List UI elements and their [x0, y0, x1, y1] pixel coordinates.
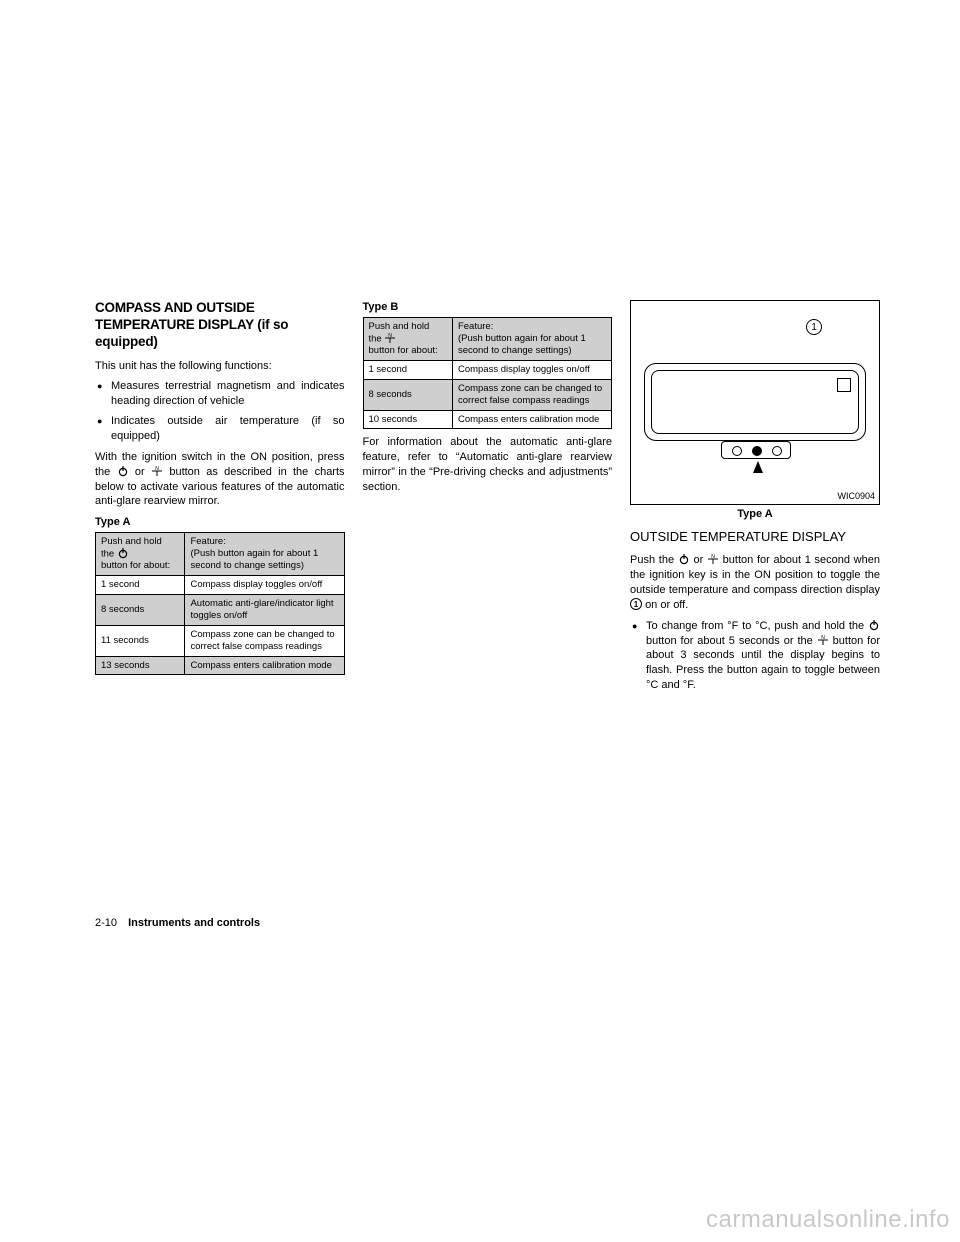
three-column-layout: COMPASS AND OUTSIDE TEMPERATURE DISPLAY …: [95, 300, 880, 699]
table-row: 8 secondsCompass zone can be changed to …: [363, 379, 612, 410]
circled-number: 1: [630, 598, 642, 610]
power-icon: [117, 465, 129, 477]
table-row: 11 secondsCompass zone can be changed to…: [96, 625, 345, 656]
intro-text: This unit has the following functions:: [95, 359, 345, 374]
power-icon: [868, 619, 880, 631]
text-fragment: the: [101, 548, 114, 559]
info-para: For information about the automatic anti…: [363, 435, 613, 494]
page-title: COMPASS AND OUTSIDE TEMPERATURE DISPLAY …: [95, 300, 345, 351]
cell: Compass zone can be changed to correct f…: [185, 625, 344, 656]
mirror-button: [772, 446, 782, 456]
text-fragment: (Push button again for about 1 second to…: [190, 548, 318, 571]
header-cell-right: Feature: (Push button again for about 1 …: [185, 533, 344, 576]
cell: 10 seconds: [363, 410, 452, 429]
text-fragment: or: [693, 554, 703, 566]
list-item: Indicates outside air temperature (if so…: [95, 414, 345, 444]
text-fragment: Feature:: [190, 536, 225, 547]
cell: Compass display toggles on/off: [185, 576, 344, 595]
cell: 8 seconds: [96, 595, 185, 626]
callout-number: 1: [806, 319, 822, 335]
table-type-b: Push and hold the N button for about: Fe…: [363, 317, 613, 430]
text-fragment: the: [369, 333, 382, 344]
text-fragment: To change from °F to °C, push and hold t…: [646, 620, 864, 632]
arrow-icon: [753, 461, 763, 473]
mirror-outline: [644, 363, 866, 441]
outside-temp-heading: OUTSIDE TEMPERATURE DISPLAY: [630, 528, 880, 546]
cell: 11 seconds: [96, 625, 185, 656]
text-fragment: Push the: [630, 554, 674, 566]
cell: Compass enters calibration mode: [185, 656, 344, 675]
cell: Compass zone can be changed to correct f…: [452, 379, 611, 410]
list-item: Measures terrestrial magnetism and indic…: [95, 379, 345, 409]
text-fragment: Push and hold: [369, 321, 430, 332]
change-list: To change from °F to °C, push and hold t…: [630, 619, 880, 693]
text-fragment: or: [135, 466, 145, 478]
cell: Compass display toggles on/off: [452, 360, 611, 379]
header-cell-left: Push and hold the N button for about:: [363, 317, 452, 360]
mirror-button: [752, 446, 762, 456]
text-fragment: button as described in the charts below …: [95, 466, 345, 508]
compass-icon: N: [384, 332, 396, 344]
mirror-figure: 1 WIC0904: [630, 300, 880, 505]
watermark: carmanualsonline.info: [706, 1206, 950, 1234]
column-2: Type B Push and hold the N button for ab…: [363, 300, 613, 699]
page-footer: 2-10 Instruments and controls: [95, 917, 260, 929]
mirror-display: [837, 378, 851, 392]
type-a-label: Type A: [95, 515, 345, 530]
ignition-para: With the ignition switch in the ON posit…: [95, 450, 345, 509]
text-fragment: (Push button again for about 1 second to…: [458, 333, 586, 356]
table-header-row: Push and hold the N button for about: Fe…: [363, 317, 612, 360]
functions-list: Measures terrestrial magnetism and indic…: [95, 379, 345, 443]
table-row: 10 secondsCompass enters calibration mod…: [363, 410, 612, 429]
table-type-a: Push and hold the button for about: Feat…: [95, 532, 345, 675]
header-cell-right: Feature: (Push button again for about 1 …: [452, 317, 611, 360]
type-b-label: Type B: [363, 300, 613, 315]
cell: Automatic anti-glare/indicator light tog…: [185, 595, 344, 626]
cell: 1 second: [96, 576, 185, 595]
compass-icon: N: [817, 634, 829, 646]
mirror-base: [721, 441, 791, 459]
text-fragment: button for about:: [369, 345, 438, 356]
compass-icon: N: [151, 465, 163, 477]
mirror-button: [732, 446, 742, 456]
table-header-row: Push and hold the button for about: Feat…: [96, 533, 345, 576]
table-row: 8 secondsAutomatic anti-glare/indicator …: [96, 595, 345, 626]
cell: Compass enters calibration mode: [452, 410, 611, 429]
text-fragment: on or off.: [645, 599, 688, 611]
column-3: 1 WIC0904 Type A OUTSIDE TEMPERATURE DIS…: [630, 300, 880, 699]
compass-icon: N: [707, 553, 719, 565]
power-icon: [678, 553, 690, 565]
mirror-glass: [651, 370, 859, 434]
text-fragment: Feature:: [458, 321, 493, 332]
text-fragment: Push and hold: [101, 536, 162, 547]
page-number: 2-10: [95, 917, 117, 929]
column-1: COMPASS AND OUTSIDE TEMPERATURE DISPLAY …: [95, 300, 345, 699]
header-cell-left: Push and hold the button for about:: [96, 533, 185, 576]
manual-page: COMPASS AND OUTSIDE TEMPERATURE DISPLAY …: [95, 300, 880, 699]
power-icon: [117, 547, 129, 559]
figure-caption: Type A: [630, 507, 880, 522]
text-fragment: button for about:: [101, 560, 170, 571]
table-row: 1 secondCompass display toggles on/off: [363, 360, 612, 379]
figure-code: WIC0904: [837, 490, 875, 502]
section-name: Instruments and controls: [128, 917, 260, 929]
push-para: Push the or N button for about 1 second …: [630, 553, 880, 612]
text-fragment: button for about 5 seconds or the: [646, 635, 813, 647]
cell: 1 second: [363, 360, 452, 379]
cell: 13 seconds: [96, 656, 185, 675]
table-row: 13 secondsCompass enters calibration mod…: [96, 656, 345, 675]
table-row: 1 secondCompass display toggles on/off: [96, 576, 345, 595]
cell: 8 seconds: [363, 379, 452, 410]
list-item: To change from °F to °C, push and hold t…: [630, 619, 880, 693]
